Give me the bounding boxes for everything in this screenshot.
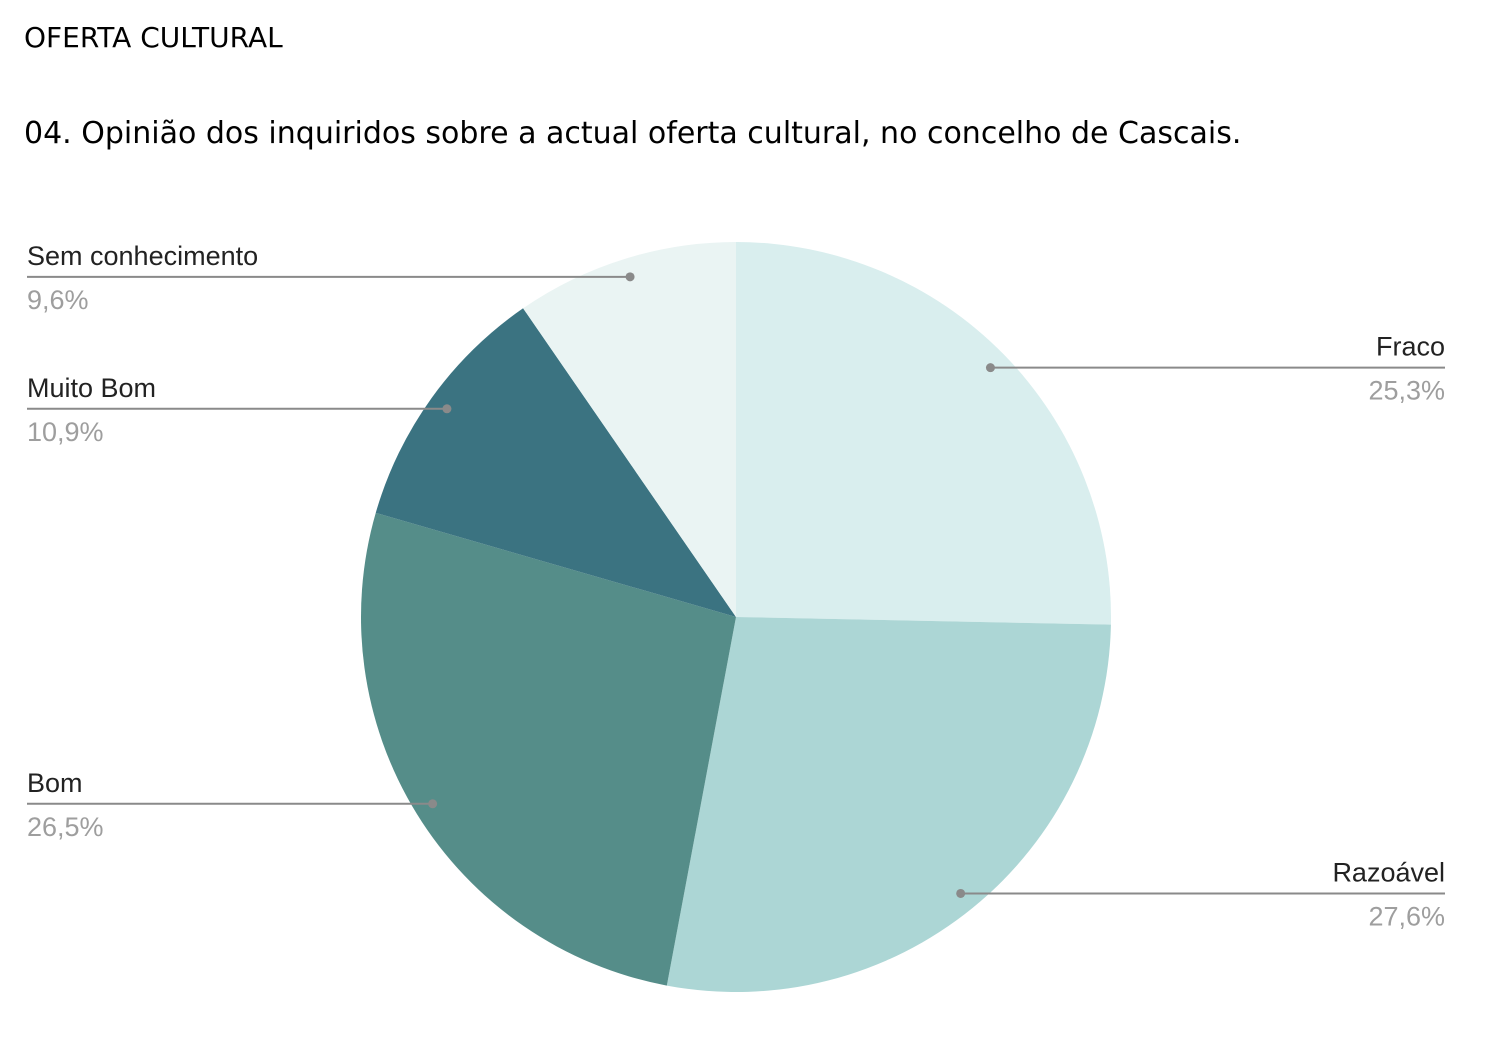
slice-value: 9,6% [27, 285, 89, 315]
leader-dot [428, 799, 438, 809]
leader-dot [956, 888, 966, 898]
pie-slice [736, 242, 1111, 625]
leader-dot [625, 272, 635, 282]
slice-label: Bom [27, 768, 83, 798]
pie-slice [360, 512, 736, 986]
slice-value: 10,9% [27, 417, 104, 447]
slice-label: Sem conhecimento [27, 241, 258, 271]
slice-label: Razoável [1332, 857, 1445, 887]
slice-label: Fraco [1376, 332, 1445, 362]
leader-dot [442, 404, 452, 414]
slice-label: Muito Bom [27, 373, 156, 403]
leader-dot [985, 363, 995, 373]
pie-slice [523, 242, 736, 617]
pie-slice [666, 617, 1111, 992]
chart-title: 04. Opinião dos inquiridos sobre a actua… [24, 116, 1241, 151]
slice-value: 27,6% [1368, 901, 1445, 931]
section-header: OFERTA CULTURAL [24, 21, 283, 54]
slice-value: 25,3% [1368, 376, 1445, 406]
slice-value: 26,5% [27, 812, 104, 842]
pie-slice [375, 308, 736, 617]
